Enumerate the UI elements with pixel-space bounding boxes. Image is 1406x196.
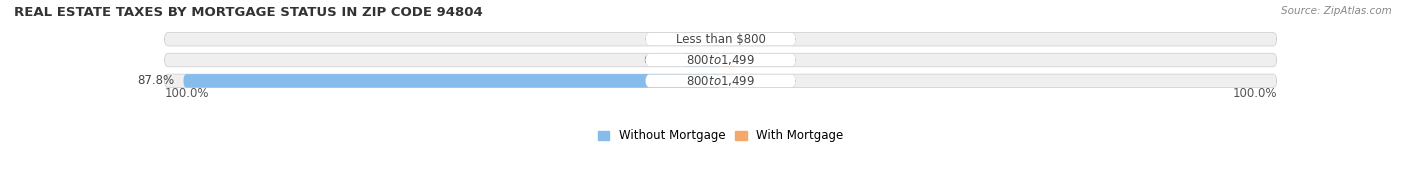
FancyBboxPatch shape — [720, 74, 727, 88]
FancyBboxPatch shape — [645, 33, 796, 46]
Text: 6.3%: 6.3% — [644, 54, 673, 66]
FancyBboxPatch shape — [645, 54, 796, 66]
Text: REAL ESTATE TAXES BY MORTGAGE STATUS IN ZIP CODE 94804: REAL ESTATE TAXES BY MORTGAGE STATUS IN … — [14, 6, 482, 19]
FancyBboxPatch shape — [720, 53, 738, 67]
Text: 1.5%: 1.5% — [672, 33, 703, 46]
Text: 87.8%: 87.8% — [138, 74, 174, 87]
Text: 100.0%: 100.0% — [165, 87, 209, 100]
Text: Source: ZipAtlas.com: Source: ZipAtlas.com — [1281, 6, 1392, 16]
Legend: Without Mortgage, With Mortgage: Without Mortgage, With Mortgage — [598, 129, 844, 142]
FancyBboxPatch shape — [165, 32, 1277, 46]
FancyBboxPatch shape — [165, 74, 1277, 88]
Text: $800 to $1,499: $800 to $1,499 — [686, 53, 755, 67]
FancyBboxPatch shape — [645, 74, 796, 87]
FancyBboxPatch shape — [711, 32, 720, 46]
Text: 0.45%: 0.45% — [733, 33, 769, 46]
FancyBboxPatch shape — [165, 53, 1277, 67]
Text: $800 to $1,499: $800 to $1,499 — [686, 74, 755, 88]
Text: 100.0%: 100.0% — [1232, 87, 1277, 100]
FancyBboxPatch shape — [682, 53, 720, 67]
Text: Less than $800: Less than $800 — [676, 33, 765, 46]
FancyBboxPatch shape — [184, 74, 720, 88]
Text: 2.8%: 2.8% — [747, 54, 776, 66]
Text: 0.93%: 0.93% — [735, 74, 772, 87]
FancyBboxPatch shape — [720, 32, 724, 46]
